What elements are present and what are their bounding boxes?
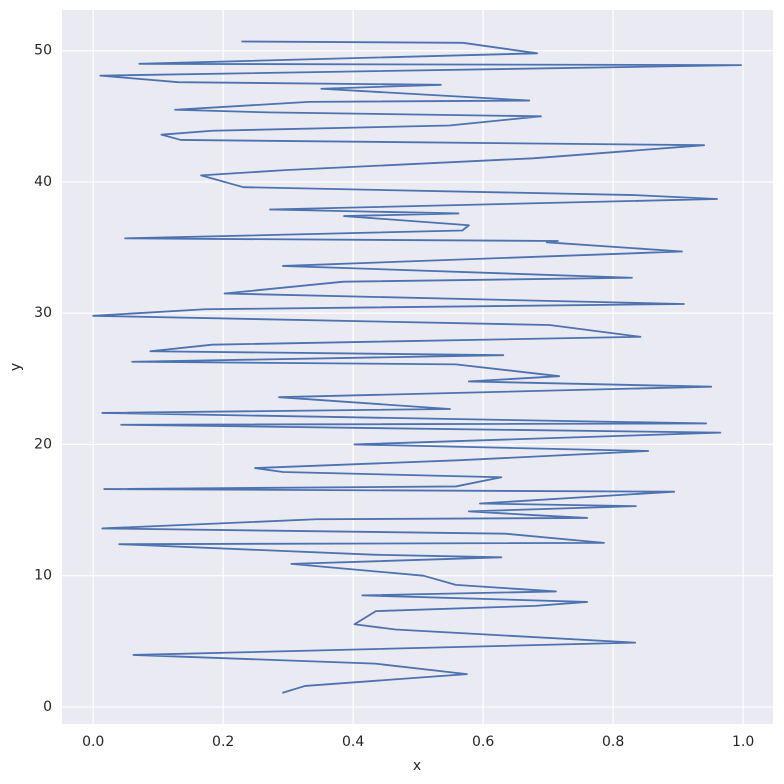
x-tick-label: 0.8 — [602, 734, 624, 750]
x-tick-label: 0.4 — [342, 734, 364, 750]
x-tick-label: 0.2 — [212, 734, 234, 750]
line — [92, 40, 743, 694]
x-axis-label: x — [413, 758, 421, 774]
x-tick-label: 0.0 — [82, 734, 104, 750]
plot-area — [62, 10, 773, 724]
y-tick-label: 40 — [34, 174, 52, 190]
x-tick-label: 1.0 — [732, 734, 754, 750]
y-tick-label: 30 — [34, 305, 52, 321]
y-tick-label: 0 — [43, 699, 52, 715]
y-tick-label: 50 — [34, 43, 52, 59]
y-axis-label: y — [8, 363, 24, 371]
y-tick-label: 10 — [34, 568, 52, 584]
y-tick-label: 20 — [34, 436, 52, 452]
x-tick-label: 0.6 — [472, 734, 494, 750]
